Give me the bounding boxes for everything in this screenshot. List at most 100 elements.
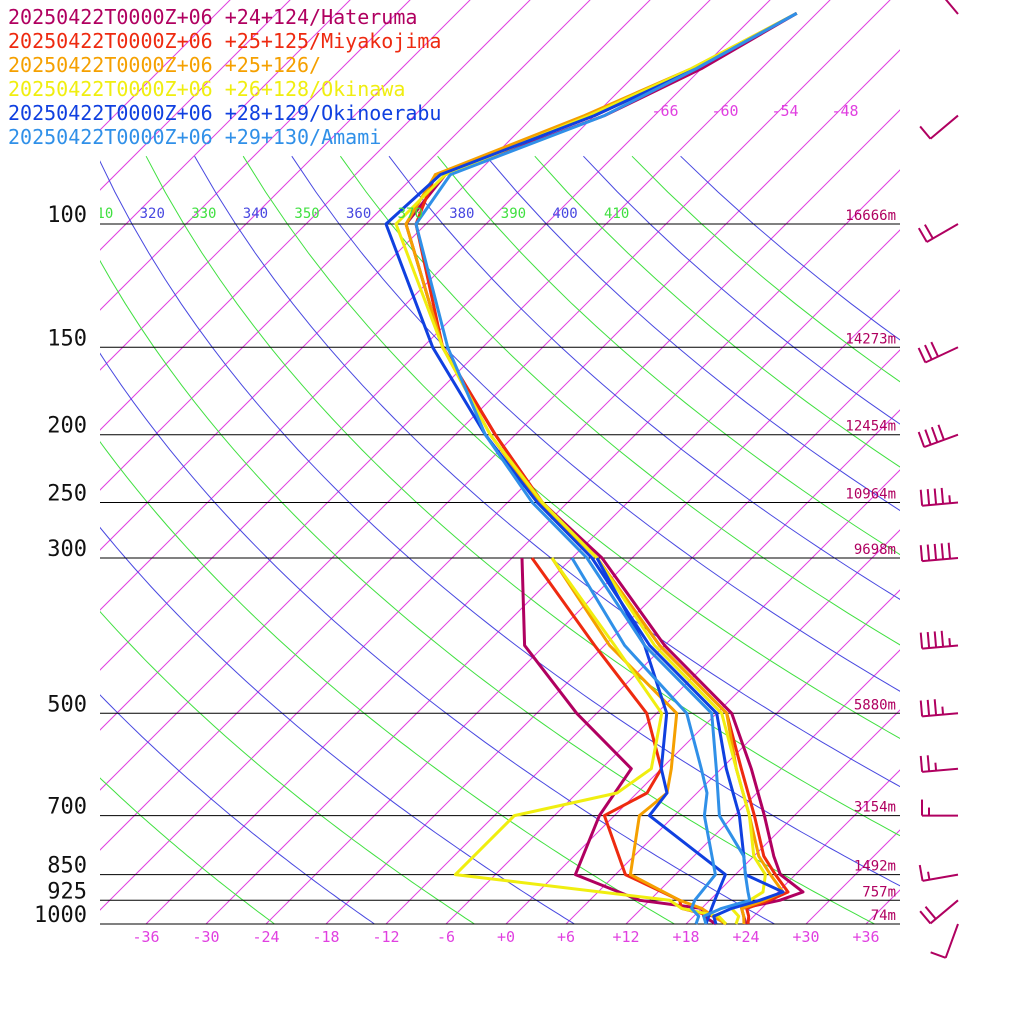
temperature-profile-line — [384, 11, 798, 925]
temperature-tick-label: +18 — [672, 928, 699, 946]
isotherm-line — [865, 889, 900, 924]
temperature-tick-label: -30 — [192, 928, 219, 946]
isotherm-line — [265, 289, 900, 924]
dry-adiabat-line — [100, 352, 776, 924]
temperature-tick-label: -24 — [252, 928, 279, 946]
height-label: 12454m — [845, 419, 896, 435]
temperature-tick-label: +0 — [497, 928, 515, 946]
legend: 20250422T0000Z+06 +24+124/Hateruma202504… — [8, 5, 441, 149]
height-label: 5880m — [854, 697, 896, 713]
dewpoint-profile-line — [550, 557, 727, 926]
temperature-profile-line — [394, 11, 798, 925]
temperature-tick-label: +12 — [612, 928, 639, 946]
theta-label: 380 — [449, 206, 474, 222]
theta-label: 350 — [294, 206, 319, 222]
wind-barb — [919, 542, 959, 563]
dewpoint-profile-line — [520, 557, 717, 926]
wind-barb — [917, 341, 959, 364]
temperature-profile-line — [404, 12, 805, 925]
wind-barb — [919, 114, 959, 140]
height-label: 16666m — [845, 208, 896, 224]
dry-adiabat-line — [100, 610, 476, 924]
legend-entry: 20250422T0000Z+06 +25+126/ — [8, 53, 321, 77]
temperature-tick-label: +36 — [852, 928, 879, 946]
theta-label: 360 — [346, 206, 371, 222]
upper-isotherm-label: -54 — [771, 102, 798, 120]
temperature-tick-label: -12 — [372, 928, 399, 946]
isotherm-line — [100, 0, 891, 791]
theta-label: 400 — [552, 206, 577, 222]
temperature-tick-label: +30 — [792, 928, 819, 946]
isotherm-line — [100, 0, 231, 131]
height-labels: 16666m 14273m 12454m 10964m 9698m 5880m 3154m 1… — [845, 208, 896, 924]
dry-adiabat-line — [145, 155, 900, 837]
temperature-tick-label: -36 — [132, 928, 159, 946]
dewpoint-profile-line — [595, 557, 727, 925]
dry-adiabat-line — [291, 155, 900, 692]
pressure-label: 150 — [47, 326, 87, 351]
isotherm-line — [100, 109, 900, 911]
theta-label: 310 — [88, 206, 113, 222]
dry-adiabat-line — [485, 155, 900, 512]
isotherm-line — [805, 829, 900, 924]
wind-barb — [918, 864, 959, 882]
theta-label: 410 — [604, 206, 629, 222]
wind-barb — [919, 755, 959, 773]
upper-isotherm-label: -66 — [651, 102, 678, 120]
isotherm-line — [325, 349, 900, 924]
temperature-tick-label: +6 — [557, 928, 575, 946]
temperature-profile-line — [414, 11, 798, 925]
dry-adiabat-line — [631, 155, 900, 383]
dry-adiabat-line — [437, 155, 900, 556]
dry-adiabat-line — [680, 155, 900, 341]
isobar-grid — [100, 223, 900, 925]
wind-barb — [944, 0, 959, 15]
pressure-label: 100 — [47, 203, 87, 228]
isotherm-line — [100, 0, 711, 611]
pressure-label: 500 — [47, 692, 87, 717]
isotherm-line — [445, 469, 900, 924]
wind-barb — [919, 899, 959, 925]
isotherm-line — [100, 49, 900, 851]
wind-barbs — [917, 0, 959, 959]
dry-adiabat-line — [194, 155, 900, 788]
isotherm-line — [986, 0, 1024, 924]
temperature-tick-label: -6 — [437, 928, 455, 946]
isotherm-grid — [100, 0, 1024, 924]
isotherm-line — [100, 0, 651, 551]
temperature-tick-label: +24 — [732, 928, 759, 946]
dry-adiabat-line — [100, 777, 276, 924]
pressure-label: 300 — [47, 537, 87, 562]
pressure-label: 1000 — [34, 903, 87, 928]
isotherm-line — [100, 0, 351, 251]
isotherm-line — [685, 709, 900, 924]
dry-adiabat-line — [100, 259, 876, 924]
upper-isotherm-label: -60 — [711, 102, 738, 120]
isotherm-line — [100, 0, 291, 191]
wind-barb — [919, 487, 959, 507]
pressure-label: 200 — [47, 414, 87, 439]
theta-label: 320 — [140, 206, 165, 222]
dry-adiabat-line — [100, 440, 676, 924]
isotherm-line — [100, 0, 771, 671]
height-label: 757m — [862, 884, 896, 900]
wind-barb — [919, 630, 959, 650]
legend-entry: 20250422T0000Z+06 +28+129/Okinoerabu — [8, 101, 441, 125]
wind-barb — [917, 424, 959, 448]
upper-isotherm-label: -48 — [831, 102, 858, 120]
isotherm-line — [100, 0, 471, 371]
isotherm-line — [385, 409, 900, 924]
height-label: 10964m — [845, 487, 896, 503]
legend-entry: 20250422T0000Z+06 +29+130/Amami — [8, 125, 381, 149]
theta-label: 390 — [501, 206, 526, 222]
theta-label: 330 — [191, 206, 216, 222]
isotherm-line — [100, 0, 411, 311]
legend-entry: 20250422T0000Z+06 +26+128/Okinawa — [8, 77, 405, 101]
isotherm-line — [100, 0, 591, 491]
dry-adiabat-line — [100, 526, 576, 924]
theta-labels: 310 320 330 340 350 360 370 380 390 400 410 — [88, 206, 629, 222]
pressure-label: 250 — [47, 482, 87, 507]
adiabat-grid — [100, 155, 900, 924]
wind-barb — [919, 699, 959, 718]
